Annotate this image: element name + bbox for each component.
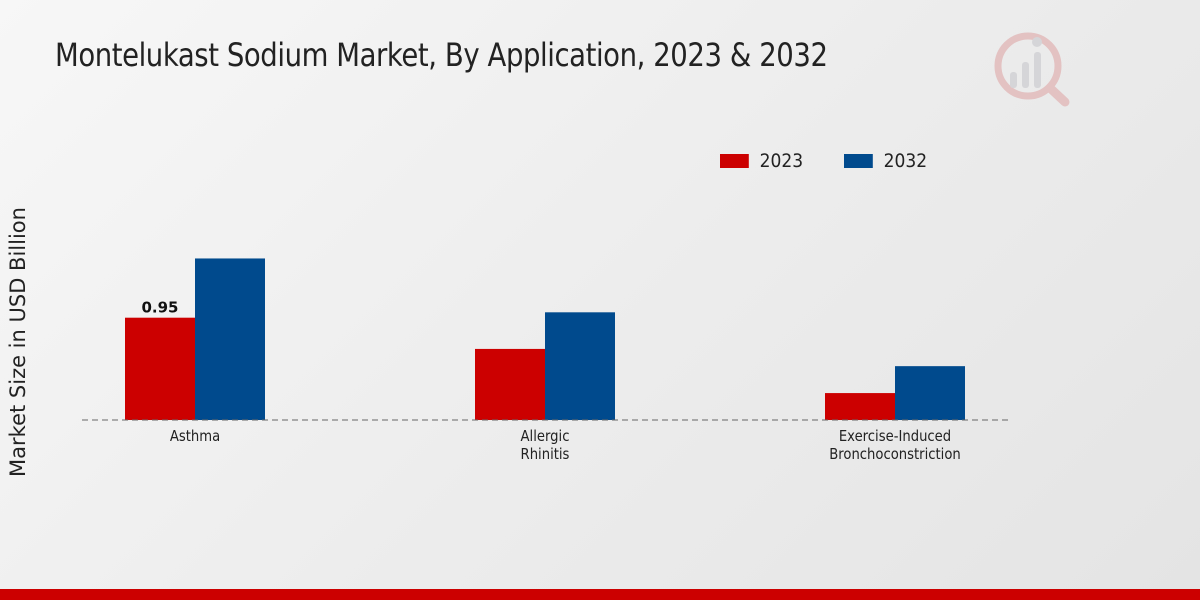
bar-2032-1 xyxy=(545,312,615,420)
bar-2023-0 xyxy=(125,317,195,420)
x-tick-label-2-0: Exercise-Induced xyxy=(839,428,951,445)
bar-2023-1 xyxy=(475,348,545,420)
x-tick-label-2-1: Bronchoconstriction xyxy=(829,446,961,463)
x-tick-label-1-0: Allergic xyxy=(521,428,570,445)
bar-2032-2 xyxy=(895,366,965,420)
data-label-2023-0: 0.95 xyxy=(141,299,178,317)
bar-2023-2 xyxy=(825,393,895,420)
legend-swatch-2032 xyxy=(844,154,874,168)
chart-title: Montelukast Sodium Market, By Applicatio… xyxy=(55,36,828,74)
x-tick-label-0-0: Asthma xyxy=(170,428,220,445)
chart-magnifier-logo-icon xyxy=(994,32,1070,107)
bar-2032-0 xyxy=(195,258,265,420)
legend: 2023 2032 xyxy=(720,150,937,172)
bottom-accent-bar xyxy=(0,589,1200,600)
legend-item-2032: 2032 xyxy=(844,150,927,172)
legend-swatch-2023 xyxy=(720,154,749,168)
legend-item-2023: 2023 xyxy=(720,150,803,172)
legend-label-2023: 2023 xyxy=(759,150,804,172)
legend-label-2032: 2032 xyxy=(883,150,928,172)
x-tick-label-1-1: Rhinitis xyxy=(521,446,570,463)
